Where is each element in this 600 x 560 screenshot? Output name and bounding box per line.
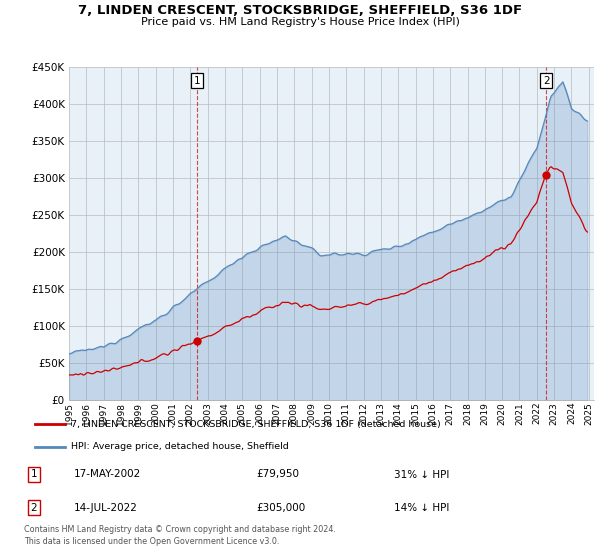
Text: Contains HM Land Registry data © Crown copyright and database right 2024.
This d: Contains HM Land Registry data © Crown c…: [24, 525, 336, 545]
Text: £305,000: £305,000: [256, 503, 305, 513]
Text: 1: 1: [194, 76, 200, 86]
Text: 14-JUL-2022: 14-JUL-2022: [74, 503, 137, 513]
Text: 2: 2: [31, 503, 37, 513]
Text: £79,950: £79,950: [256, 469, 299, 479]
Text: 7, LINDEN CRESCENT, STOCKSBRIDGE, SHEFFIELD, S36 1DF: 7, LINDEN CRESCENT, STOCKSBRIDGE, SHEFFI…: [78, 4, 522, 17]
Text: 1: 1: [31, 469, 37, 479]
Text: 31% ↓ HPI: 31% ↓ HPI: [394, 469, 449, 479]
Text: HPI: Average price, detached house, Sheffield: HPI: Average price, detached house, Shef…: [71, 442, 289, 451]
Text: 17-MAY-2002: 17-MAY-2002: [74, 469, 141, 479]
Text: 2: 2: [543, 76, 550, 86]
Text: 14% ↓ HPI: 14% ↓ HPI: [394, 503, 449, 513]
Text: Price paid vs. HM Land Registry's House Price Index (HPI): Price paid vs. HM Land Registry's House …: [140, 17, 460, 27]
Text: 7, LINDEN CRESCENT, STOCKSBRIDGE, SHEFFIELD, S36 1DF (detached house): 7, LINDEN CRESCENT, STOCKSBRIDGE, SHEFFI…: [71, 419, 440, 428]
